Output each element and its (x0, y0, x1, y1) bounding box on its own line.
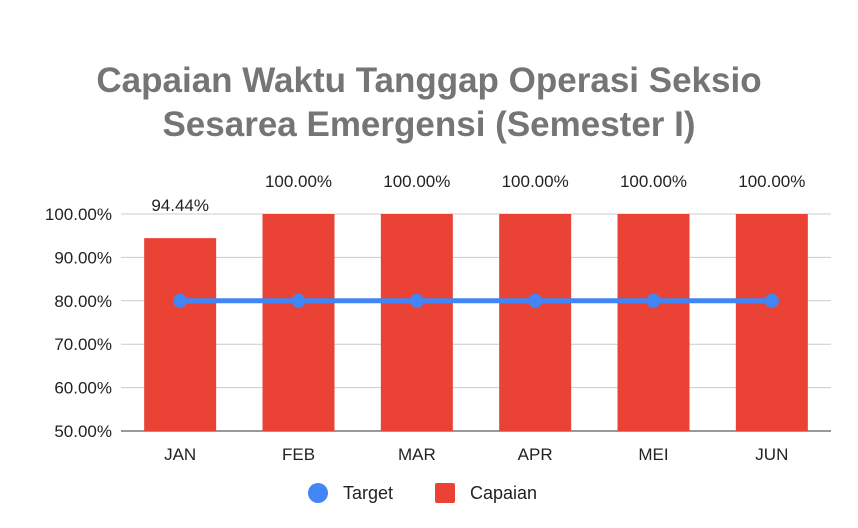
bar (262, 214, 335, 431)
bar-data-label: 100.00% (383, 172, 450, 191)
x-tick-label: MAR (398, 445, 436, 464)
target-point (291, 293, 306, 308)
bar (144, 238, 217, 431)
bar-data-label: 100.00% (738, 172, 805, 191)
legend-marker-target (308, 483, 328, 503)
y-axis-ticks: 50.00% 60.00% 70.00% 80.00% 90.00% 100.00% (45, 205, 112, 441)
target-point (764, 293, 779, 308)
target-point (646, 293, 661, 308)
target-point (409, 293, 424, 308)
bar-data-label: 100.00% (265, 172, 332, 191)
y-tick-label: 70.00% (54, 335, 112, 354)
x-tick-label: JAN (164, 445, 196, 464)
bar-data-label: 100.00% (502, 172, 569, 191)
bar-data-label: 100.00% (620, 172, 687, 191)
bar-data-labels: 94.44% 100.00% 100.00% 100.00% 100.00% 100.00… (151, 172, 805, 215)
x-tick-label: APR (518, 445, 553, 464)
chart-title-line-1: Capaian Waktu Tanggap Operasi Seksio (96, 61, 761, 100)
chart-title: Capaian Waktu Tanggap Operasi Seksio Ses… (96, 61, 761, 144)
y-tick-label: 90.00% (54, 248, 112, 267)
bar (380, 214, 453, 431)
x-tick-label: JUN (755, 445, 788, 464)
bar (499, 214, 572, 431)
bars-capaian (144, 214, 808, 431)
x-tick-label: FEB (282, 445, 315, 464)
chart-title-line-2: Sesarea Emergensi (Semester I) (162, 105, 695, 144)
x-tick-label: MEI (638, 445, 668, 464)
y-tick-label: 80.00% (54, 292, 112, 311)
target-point (173, 293, 188, 308)
legend-label: Target (343, 483, 393, 503)
bar (735, 214, 808, 431)
y-tick-label: 100.00% (45, 205, 112, 224)
line-target (173, 293, 779, 308)
x-axis-ticks: JAN FEB MAR APR MEI JUN (164, 445, 788, 464)
legend: Target Capaian (308, 483, 537, 503)
bar-data-label: 94.44% (151, 196, 209, 215)
legend-label: Capaian (470, 483, 537, 503)
legend-marker-capaian (435, 483, 455, 503)
target-point (528, 293, 543, 308)
y-tick-label: 50.00% (54, 422, 112, 441)
y-tick-label: 60.00% (54, 379, 112, 398)
gridlines (121, 213, 831, 432)
bar (617, 214, 690, 431)
